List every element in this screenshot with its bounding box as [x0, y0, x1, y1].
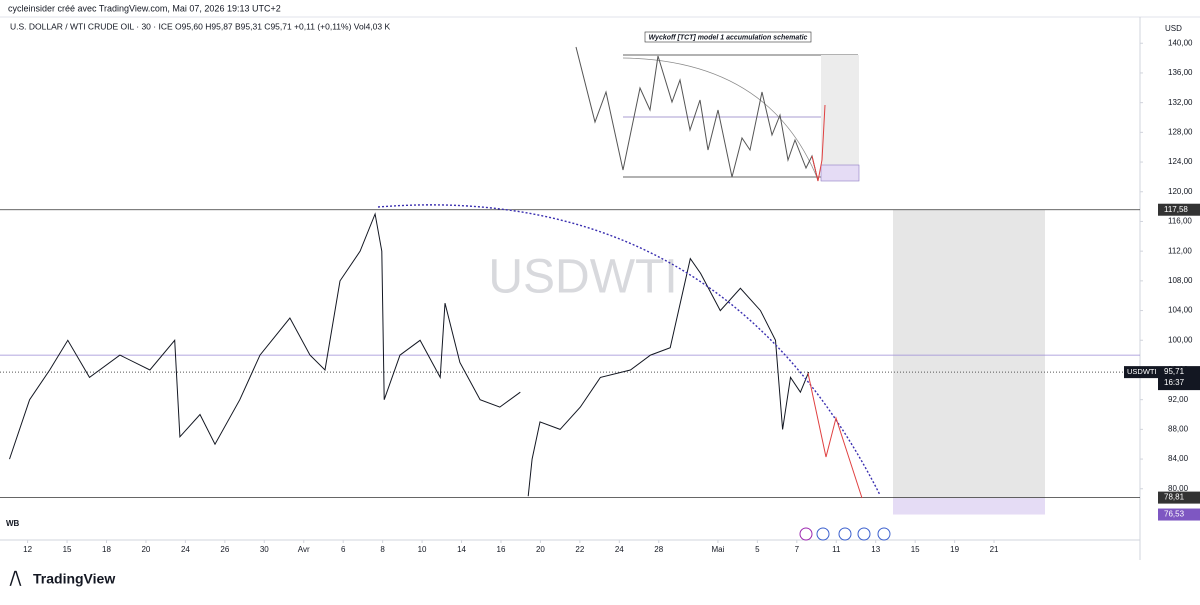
y-tick-label: 120,00 — [1168, 187, 1193, 196]
x-tick-label: 8 — [380, 545, 385, 554]
logo-mark: ⧸⧹ — [9, 570, 21, 588]
x-tick-label: 15 — [63, 545, 72, 554]
x-tick-label: 22 — [575, 545, 584, 554]
x-tick-label: 20 — [141, 545, 150, 554]
legend: U.S. DOLLAR / WTI CRUDE OIL · 30 · ICE O… — [10, 21, 390, 31]
x-tick-label: 28 — [654, 545, 663, 554]
symbol-tag: USDWTI — [1127, 367, 1157, 376]
y-tick-label: 100,00 — [1168, 335, 1193, 344]
symbol-tag-bg — [1124, 366, 1158, 379]
price-line — [9, 212, 810, 497]
x-tick-label: 10 — [418, 545, 427, 554]
level-tag-bg — [1158, 508, 1200, 521]
inset-title: Wyckoff [TCT] model 1 accumulation schem… — [649, 34, 808, 41]
x-tick-label: 12 — [23, 545, 32, 554]
level-tag-bg — [1158, 491, 1200, 504]
x-tick-label: 11 — [832, 545, 841, 554]
x-tick-label: 18 — [102, 545, 111, 554]
y-tick-label: 112,00 — [1168, 246, 1192, 255]
y-tick-label: 136,00 — [1168, 68, 1193, 77]
logo: TradingView — [33, 571, 115, 587]
y-tick-label: 116,00 — [1168, 217, 1192, 226]
corner-label: WB — [6, 519, 20, 528]
x-tick-label: 14 — [457, 545, 466, 554]
x-tick-label: Mai — [711, 545, 724, 554]
target-zone — [893, 209, 1045, 498]
x-tick-label: Avr — [298, 545, 310, 554]
y-tick-label: 88,00 — [1168, 424, 1189, 433]
countdown: 16:37 — [1164, 378, 1185, 387]
x-tick-label: 26 — [220, 545, 229, 554]
x-tick-label: 6 — [341, 545, 346, 554]
y-tick-label: 84,00 — [1168, 454, 1189, 463]
event-icons — [799, 527, 891, 541]
y-tick-label: 140,00 — [1168, 38, 1193, 47]
y-tick-label: 124,00 — [1168, 157, 1193, 166]
last-price-bg — [1158, 366, 1200, 391]
x-tick-label: 5 — [755, 545, 760, 554]
level-tag: 117,58 — [1164, 205, 1188, 214]
watermark: USDWTI — [488, 251, 677, 304]
last-price: 95,71 — [1164, 367, 1185, 376]
x-tick-label: 16 — [497, 545, 506, 554]
plot: 80,0084,0088,0092,0096,00100,00104,00108… — [0, 38, 1200, 554]
x-tick-label: 30 — [260, 545, 269, 554]
level-tag: 76,53 — [1164, 510, 1185, 519]
x-tick-label: 21 — [990, 545, 999, 554]
credit: cycleinsider créé avec TradingView.com, … — [8, 3, 281, 13]
y-tick-label: 104,00 — [1168, 306, 1193, 315]
x-tick-label: 15 — [911, 545, 920, 554]
level-tag: 78,81 — [1164, 493, 1185, 502]
x-tick-label: 24 — [181, 545, 190, 554]
y-tick-label: 108,00 — [1168, 276, 1193, 285]
x-tick-label: 19 — [950, 545, 959, 554]
currency: USD — [1165, 24, 1182, 33]
projection-path — [807, 372, 863, 499]
arc-projection — [377, 204, 881, 496]
x-tick-label: 13 — [871, 545, 880, 554]
target-zone-low — [893, 497, 1045, 515]
level-tag-bg — [1158, 203, 1200, 216]
footer — [0, 565, 1200, 600]
y-tick-label: 80,00 — [1168, 484, 1189, 493]
x-tick-label: 24 — [615, 545, 624, 554]
x-tick-label: 7 — [795, 545, 800, 554]
y-tick-label: 132,00 — [1168, 98, 1193, 107]
x-tick-label: 20 — [536, 545, 545, 554]
y-tick-label: 92,00 — [1168, 395, 1189, 404]
inset-schematic — [575, 31, 860, 182]
y-tick-label: 128,00 — [1168, 127, 1193, 136]
